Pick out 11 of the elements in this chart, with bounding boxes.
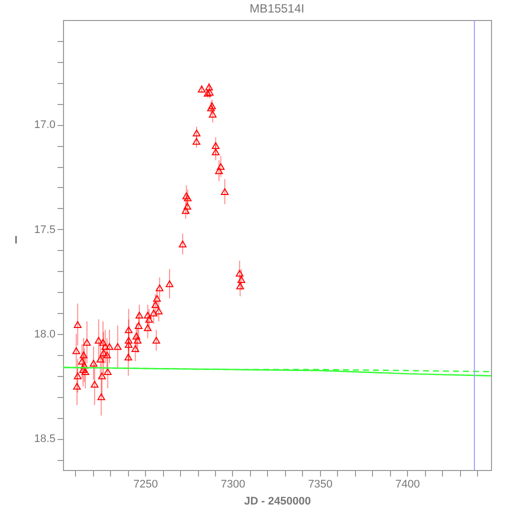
x-tick-label: 7400 — [395, 478, 420, 490]
x-axis-title: JD - 2450000 — [244, 496, 311, 508]
y-axis-title: I — [14, 234, 18, 246]
x-tick-label: 7300 — [220, 478, 246, 490]
x-tick-label: 7250 — [133, 478, 158, 490]
y-tick-label: 17.5 — [34, 224, 56, 236]
x-tick-label: 7350 — [308, 478, 333, 490]
chart-title: MB15514I — [250, 2, 304, 16]
y-tick-label: 18.5 — [34, 433, 56, 446]
y-tick-label: 18.0 — [34, 328, 56, 340]
y-tick-label: 17.0 — [34, 119, 56, 132]
